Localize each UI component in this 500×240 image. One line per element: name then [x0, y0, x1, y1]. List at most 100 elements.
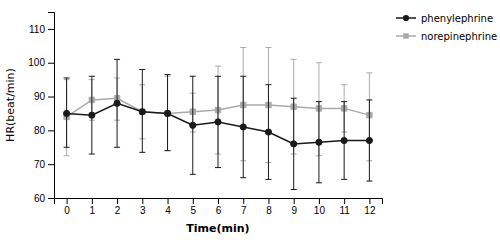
x-tick-label: 11: [339, 205, 350, 216]
x-tick-label: 7: [241, 205, 247, 216]
y-tick: 90: [34, 91, 54, 102]
legend-label: norepinephrine: [421, 31, 497, 42]
x-tick-label: 2: [115, 205, 121, 216]
y-axis: 60 70 80 90 100 110: [28, 13, 54, 204]
x-tick-mark: [193, 198, 194, 204]
x-tick: 3: [140, 198, 146, 216]
point: [140, 109, 145, 114]
error-bar: [64, 78, 70, 147]
y-tick-label: 110: [29, 24, 45, 35]
legend: phenylephrine norepinephrine: [396, 13, 497, 42]
marks: [64, 48, 373, 190]
y-tick-label: 60: [34, 193, 46, 204]
error-bar: [341, 102, 347, 180]
series: [64, 59, 373, 189]
x-tick: 5: [190, 198, 196, 216]
x-tick: 4: [165, 198, 171, 216]
x-tick: 11: [339, 198, 350, 216]
x-tick-mark: [67, 198, 68, 204]
x-tick: 6: [216, 198, 222, 216]
legend-item: phenylephrine: [396, 13, 493, 24]
x-tick: 12: [364, 198, 376, 216]
error-bar: [139, 69, 145, 152]
x-axis-title: Time(min): [186, 222, 249, 235]
series-line: [67, 103, 370, 144]
legend-marker: [403, 15, 409, 21]
y-tick-label: 80: [34, 125, 46, 136]
point: [316, 139, 322, 145]
error-bar: [190, 76, 196, 174]
y-tick: 60: [34, 193, 54, 204]
plot: 012345678910111260708090100110: [28, 13, 382, 217]
x-tick-mark: [294, 198, 295, 204]
error-bar: [240, 76, 246, 177]
y-tick: 70: [34, 159, 54, 170]
error-bar: [215, 76, 221, 167]
y-axis-title: HR(beat/min): [4, 68, 17, 142]
error-bar: [316, 102, 322, 183]
y-tick-mark: [48, 164, 54, 165]
y-tick-label: 90: [34, 91, 46, 102]
y-tick-label: 100: [28, 57, 45, 68]
point: [215, 119, 221, 125]
x-axis: 0123456789101112: [55, 198, 383, 216]
y-tick: 110: [29, 24, 54, 35]
point: [89, 112, 95, 118]
x-tick: 9: [291, 198, 297, 216]
x-tick-mark: [142, 198, 143, 204]
point: [240, 124, 246, 130]
error-bar: [366, 100, 372, 181]
x-tick-mark: [92, 198, 93, 204]
x-tick: 2: [115, 198, 121, 216]
point: [165, 111, 170, 116]
x-tick-label: 4: [165, 205, 171, 216]
x-tick-label: 5: [190, 205, 196, 216]
point: [190, 122, 196, 128]
y-tick-mark: [48, 130, 54, 131]
y-tick: 80: [34, 125, 54, 136]
y-tick: 100: [28, 57, 54, 68]
x-tick-label: 8: [266, 205, 272, 216]
x-tick-label: 10: [314, 205, 326, 216]
x-tick-label: 12: [364, 205, 376, 216]
y-tick-label: 70: [34, 159, 46, 170]
legend-label: phenylephrine: [421, 13, 493, 24]
point: [265, 129, 271, 135]
x-tick-label: 0: [64, 205, 70, 216]
x-tick-label: 6: [216, 205, 222, 216]
y-tick-mark: [48, 63, 54, 64]
x-tick-mark: [319, 198, 320, 204]
legend-item: norepinephrine: [396, 31, 497, 42]
point: [64, 110, 70, 116]
error-bar: [291, 98, 297, 189]
y-tick-mark: [48, 29, 54, 30]
x-tick: 8: [266, 198, 272, 216]
error-bar: [165, 75, 171, 151]
x-tick-label: 1: [90, 205, 96, 216]
point: [366, 137, 372, 143]
x-tick-label: 3: [140, 205, 146, 216]
error-bar: [114, 59, 120, 147]
point: [139, 109, 145, 115]
x-tick: 10: [314, 198, 326, 216]
x-axis-line: [55, 199, 383, 205]
point: [164, 110, 170, 116]
x-tick-mark: [117, 198, 118, 204]
x-tick-mark: [243, 198, 244, 204]
x-tick-mark: [268, 198, 269, 204]
x-tick: 0: [64, 198, 70, 216]
x-tick-label: 9: [291, 205, 297, 216]
y-axis-line: [48, 13, 55, 199]
y-tick-mark: [48, 198, 54, 199]
x-tick-mark: [344, 198, 345, 204]
point: [341, 137, 347, 143]
x-tick-mark: [218, 198, 219, 204]
x-tick: 1: [90, 198, 96, 216]
y-tick-mark: [48, 97, 54, 98]
x-tick-mark: [168, 198, 169, 204]
point: [291, 141, 297, 147]
error-bar: [89, 76, 95, 154]
x-tick: 7: [241, 198, 247, 216]
error-bar: [265, 85, 271, 180]
chart: 012345678910111260708090100110Time(min)H…: [0, 0, 500, 240]
